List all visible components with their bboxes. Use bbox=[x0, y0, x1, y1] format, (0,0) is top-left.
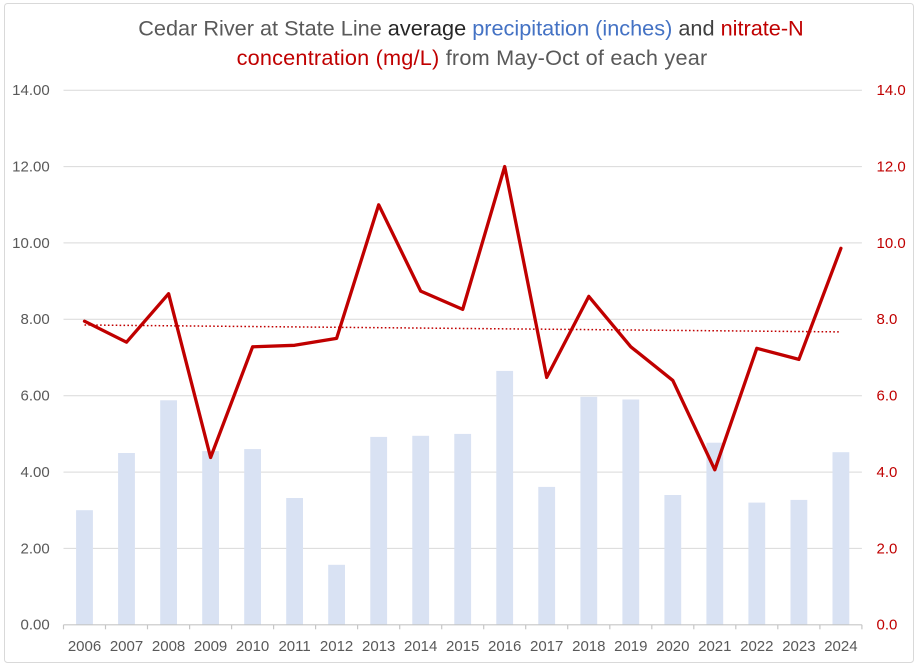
svg-text:2011: 2011 bbox=[278, 638, 310, 655]
svg-text:2014: 2014 bbox=[404, 638, 437, 655]
svg-text:4.0: 4.0 bbox=[877, 464, 898, 481]
svg-text:6.0: 6.0 bbox=[877, 388, 898, 405]
svg-text:2007: 2007 bbox=[110, 638, 143, 655]
svg-text:2022: 2022 bbox=[740, 638, 773, 655]
svg-text:8.00: 8.00 bbox=[20, 311, 49, 328]
svg-text:2015: 2015 bbox=[446, 638, 479, 655]
svg-text:10.00: 10.00 bbox=[12, 235, 50, 252]
svg-text:14.0: 14.0 bbox=[877, 82, 906, 99]
svg-text:2008: 2008 bbox=[152, 638, 185, 655]
svg-text:Cedar River at State Line aver: Cedar River at State Line average precip… bbox=[138, 16, 803, 41]
svg-text:8.0: 8.0 bbox=[877, 311, 898, 328]
svg-text:2023: 2023 bbox=[782, 638, 815, 655]
svg-text:2013: 2013 bbox=[362, 638, 395, 655]
svg-text:2024: 2024 bbox=[824, 638, 857, 655]
svg-text:14.00: 14.00 bbox=[12, 82, 50, 99]
svg-text:2016: 2016 bbox=[488, 638, 521, 655]
svg-text:12.00: 12.00 bbox=[12, 159, 50, 176]
svg-text:6.00: 6.00 bbox=[20, 388, 49, 405]
svg-text:0.00: 0.00 bbox=[20, 617, 49, 634]
svg-text:2.0: 2.0 bbox=[877, 540, 898, 557]
svg-text:2021: 2021 bbox=[698, 638, 731, 655]
svg-text:2018: 2018 bbox=[572, 638, 605, 655]
svg-text:2009: 2009 bbox=[194, 638, 227, 655]
svg-text:concentration (mg/L) from May-: concentration (mg/L) from May-Oct of eac… bbox=[237, 45, 708, 70]
svg-text:10.0: 10.0 bbox=[877, 235, 906, 252]
svg-text:2020: 2020 bbox=[656, 638, 689, 655]
svg-text:12.0: 12.0 bbox=[877, 159, 906, 176]
svg-text:2006: 2006 bbox=[68, 638, 101, 655]
svg-text:0.0: 0.0 bbox=[877, 617, 898, 634]
svg-text:2017: 2017 bbox=[530, 638, 563, 655]
svg-text:4.00: 4.00 bbox=[20, 464, 49, 481]
svg-text:2019: 2019 bbox=[614, 638, 647, 655]
svg-text:2012: 2012 bbox=[320, 638, 353, 655]
svg-text:2010: 2010 bbox=[236, 638, 269, 655]
svg-text:2.00: 2.00 bbox=[20, 540, 49, 557]
